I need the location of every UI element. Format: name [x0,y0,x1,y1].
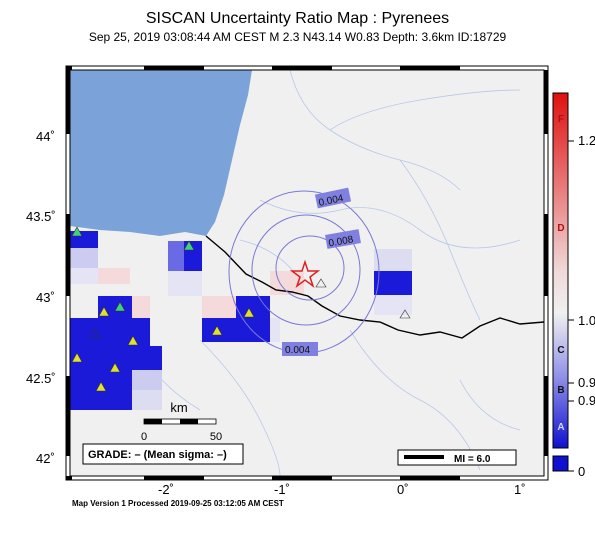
epicenter-star [289,259,321,289]
mi-text: MI = 6.0 [454,454,491,465]
uncertainty-cells [70,231,412,410]
grade-label: C [557,345,564,356]
lat-labels: 44˚ 43.5˚ 43˚ 42.5˚ 42˚ [26,129,56,466]
contour-label: 0.004 [285,345,310,356]
station-marker [71,352,83,363]
colorbar-value: 1.2 [578,133,595,148]
stations [71,226,411,392]
lat-label: 43˚ [36,290,55,305]
lat-label: 42.5˚ [26,371,56,386]
lon-label: -2˚ [158,482,174,497]
scale-min: 0 [141,431,147,443]
station-marker [127,335,139,346]
mi-scale-line [404,455,444,459]
lat-label: 44˚ [36,129,55,144]
mi-box [397,449,517,466]
rivers [129,70,521,476]
contour-label: 0.008 [328,234,355,249]
map-subtitle: Sep 25, 2019 03:08:44 AM CEST M 2.3 N43.… [88,30,507,44]
station-marker [114,301,126,312]
ocean-area [70,70,252,236]
station-marker [98,306,110,317]
lat-label: 43.5˚ [26,209,56,224]
colorbar-min-swatch [552,455,569,472]
colorbar-value: 0.9 [578,375,595,390]
station-marker [71,226,83,237]
colorbar-value: 0 [578,464,585,479]
lon-labels: -2˚ -1˚ 0˚ 1˚ [158,482,526,497]
border-line [205,235,544,339]
map-frame [65,65,549,481]
colorbar: F D C B A 1.2 1.0 0.9 0.9 0 [552,92,595,479]
scale-unit: km [170,400,187,415]
lon-label: 0˚ [397,482,409,497]
grade-text: GRADE: – (Mean sigma: –) [88,449,227,461]
station-marker [211,325,223,336]
station-marker [183,240,195,251]
scale-bar [143,418,217,425]
map-title: SISCAN Uncertainty Ratio Map : Pyrenees [145,10,450,27]
scale-max: 50 [210,431,222,443]
station-marker [95,381,107,392]
contour-labels: 0.004 0.008 0.004 [282,187,361,356]
station-marker [109,362,121,373]
station-marker [89,328,101,339]
grade-label: A [557,422,564,433]
station-marker [399,309,411,319]
grade-label: D [557,223,564,234]
lat-label: 42˚ [36,451,55,466]
lon-label: -1˚ [274,482,290,497]
colorbar-value: 0.9 [578,393,595,408]
footer-text: Map Version 1 Processed 2019-09-25 03:12… [72,499,284,508]
lon-label: 1˚ [514,482,526,497]
station-marker [315,278,327,288]
grade-label: F [558,114,564,125]
grade-box [82,443,244,465]
station-marker [243,307,255,318]
colorbar-value: 1.0 [578,313,595,328]
grade-label: B [557,385,564,396]
contour-label: 0.004 [318,193,345,209]
